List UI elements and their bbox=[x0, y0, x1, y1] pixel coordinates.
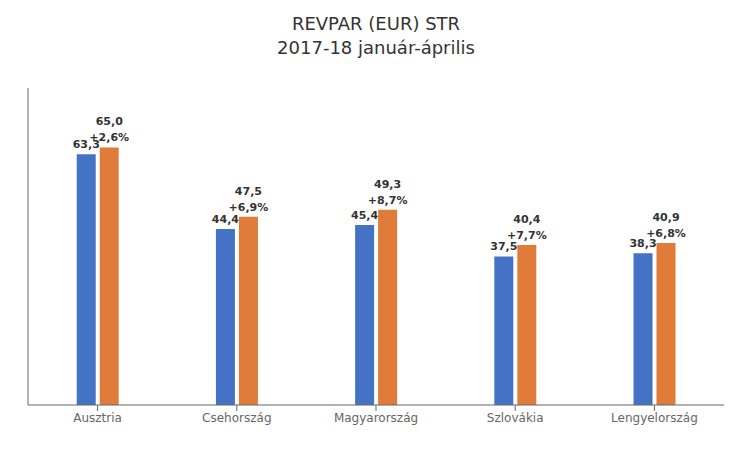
svg-text:65,0: 65,0 bbox=[96, 115, 123, 128]
html-text:REVPAR (EUR) STR: REVPAR (EUR) STR bbox=[291, 13, 461, 34]
svg-text:49,3: 49,3 bbox=[374, 178, 401, 191]
svg-text:37,5: 37,5 bbox=[490, 240, 517, 253]
svg-text:Magyarország: Magyarország bbox=[334, 411, 418, 425]
svg-text:Lengyelország: Lengyelország bbox=[611, 411, 698, 425]
svg-text:45,4: 45,4 bbox=[351, 209, 378, 222]
svg-text:40,4: 40,4 bbox=[513, 213, 540, 226]
svg-text:+6,8%: +6,8% bbox=[646, 227, 686, 240]
svg-text:Szlovákia: Szlovákia bbox=[487, 411, 544, 425]
svg-text:44,4: 44,4 bbox=[212, 213, 239, 226]
svg-text:47,5: 47,5 bbox=[235, 185, 262, 198]
svg-text:+7,7%: +7,7% bbox=[507, 229, 547, 242]
html-text:2017-18 január-április: 2017-18 január-április bbox=[277, 37, 475, 58]
svg-text:40,9: 40,9 bbox=[652, 211, 679, 224]
svg-text:Csehország: Csehország bbox=[202, 411, 271, 425]
svg-text:+6,9%: +6,9% bbox=[229, 201, 269, 214]
svg-text:38,3: 38,3 bbox=[629, 237, 657, 251]
svg-text:Ausztria: Ausztria bbox=[73, 411, 122, 425]
svg-text:+8,7%: +8,7% bbox=[368, 194, 408, 207]
svg-text:63,3: 63,3 bbox=[72, 138, 100, 152]
svg-text:+2,6%: +2,6% bbox=[89, 131, 129, 144]
